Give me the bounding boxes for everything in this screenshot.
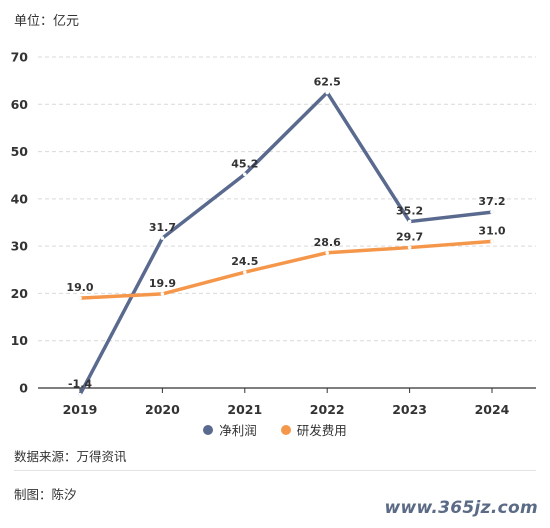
data-label: 35.2 (396, 205, 423, 218)
data-point (407, 245, 412, 250)
data-point (490, 210, 494, 214)
divider (14, 470, 536, 471)
unit-label: 单位：亿元 (14, 14, 80, 29)
data-point (243, 172, 247, 177)
y-tick-label: 50 (11, 144, 29, 159)
data-point (407, 219, 412, 224)
data-point (160, 236, 165, 240)
data-point (78, 296, 82, 300)
data-label: 19.0 (66, 281, 93, 294)
data-label: 31.0 (478, 224, 505, 237)
series-line-1 (78, 239, 494, 300)
data-label: 19.9 (149, 277, 176, 290)
data-label: 37.2 (478, 195, 505, 208)
data-point (160, 292, 165, 296)
x-tick-label: 2023 (392, 402, 427, 415)
data-label: 28.6 (314, 236, 341, 249)
data-source-note: 数据来源：万得资讯 (14, 449, 127, 464)
data-label: 29.7 (396, 231, 423, 244)
legend-label-net-profit: 净利润 (219, 423, 257, 438)
legend-marker-rd-expense (280, 424, 291, 435)
data-label: 24.5 (231, 255, 258, 268)
y-tick-label: 60 (11, 97, 29, 112)
y-tick-label: 40 (11, 191, 29, 206)
x-tick-label: 2020 (145, 402, 180, 415)
data-label: -1.4 (68, 378, 92, 391)
data-point (243, 270, 247, 274)
x-tick-label: 2019 (63, 402, 98, 415)
legend-item-net-profit: 净利润 (203, 420, 257, 439)
line-chart: 0 10 20 30 40 50 60 70 2019 2020 2021 2022 2023 2024 -… (11, 50, 536, 415)
data-label: 45.2 (231, 157, 258, 170)
x-tick-label: 2021 (227, 402, 262, 415)
y-tick-label: 10 (11, 333, 29, 348)
legend-marker-net-profit (203, 424, 214, 435)
data-point (490, 239, 494, 244)
data-label: 62.5 (314, 75, 341, 88)
data-point (78, 392, 82, 397)
y-tick-label: 20 (11, 286, 29, 301)
data-point (325, 90, 330, 95)
data-label: 31.7 (149, 221, 176, 234)
x-tick-label: 2024 (475, 402, 510, 415)
watermark: www.365jz.com (384, 498, 538, 518)
chart-author-note: 制图：陈汐 (14, 487, 77, 502)
y-tick-label: 0 (19, 381, 28, 396)
legend-label-rd-expense: 研发费用 (296, 423, 347, 438)
legend-item-rd-expense: 研发费用 (280, 420, 347, 439)
data-point (325, 250, 330, 255)
x-tick-label: 2022 (310, 402, 345, 415)
series-line-0 (78, 90, 494, 397)
chart-legend: 净利润 研发费用 (0, 420, 550, 439)
y-tick-label: 70 (11, 50, 29, 65)
y-tick-label: 30 (11, 239, 29, 254)
